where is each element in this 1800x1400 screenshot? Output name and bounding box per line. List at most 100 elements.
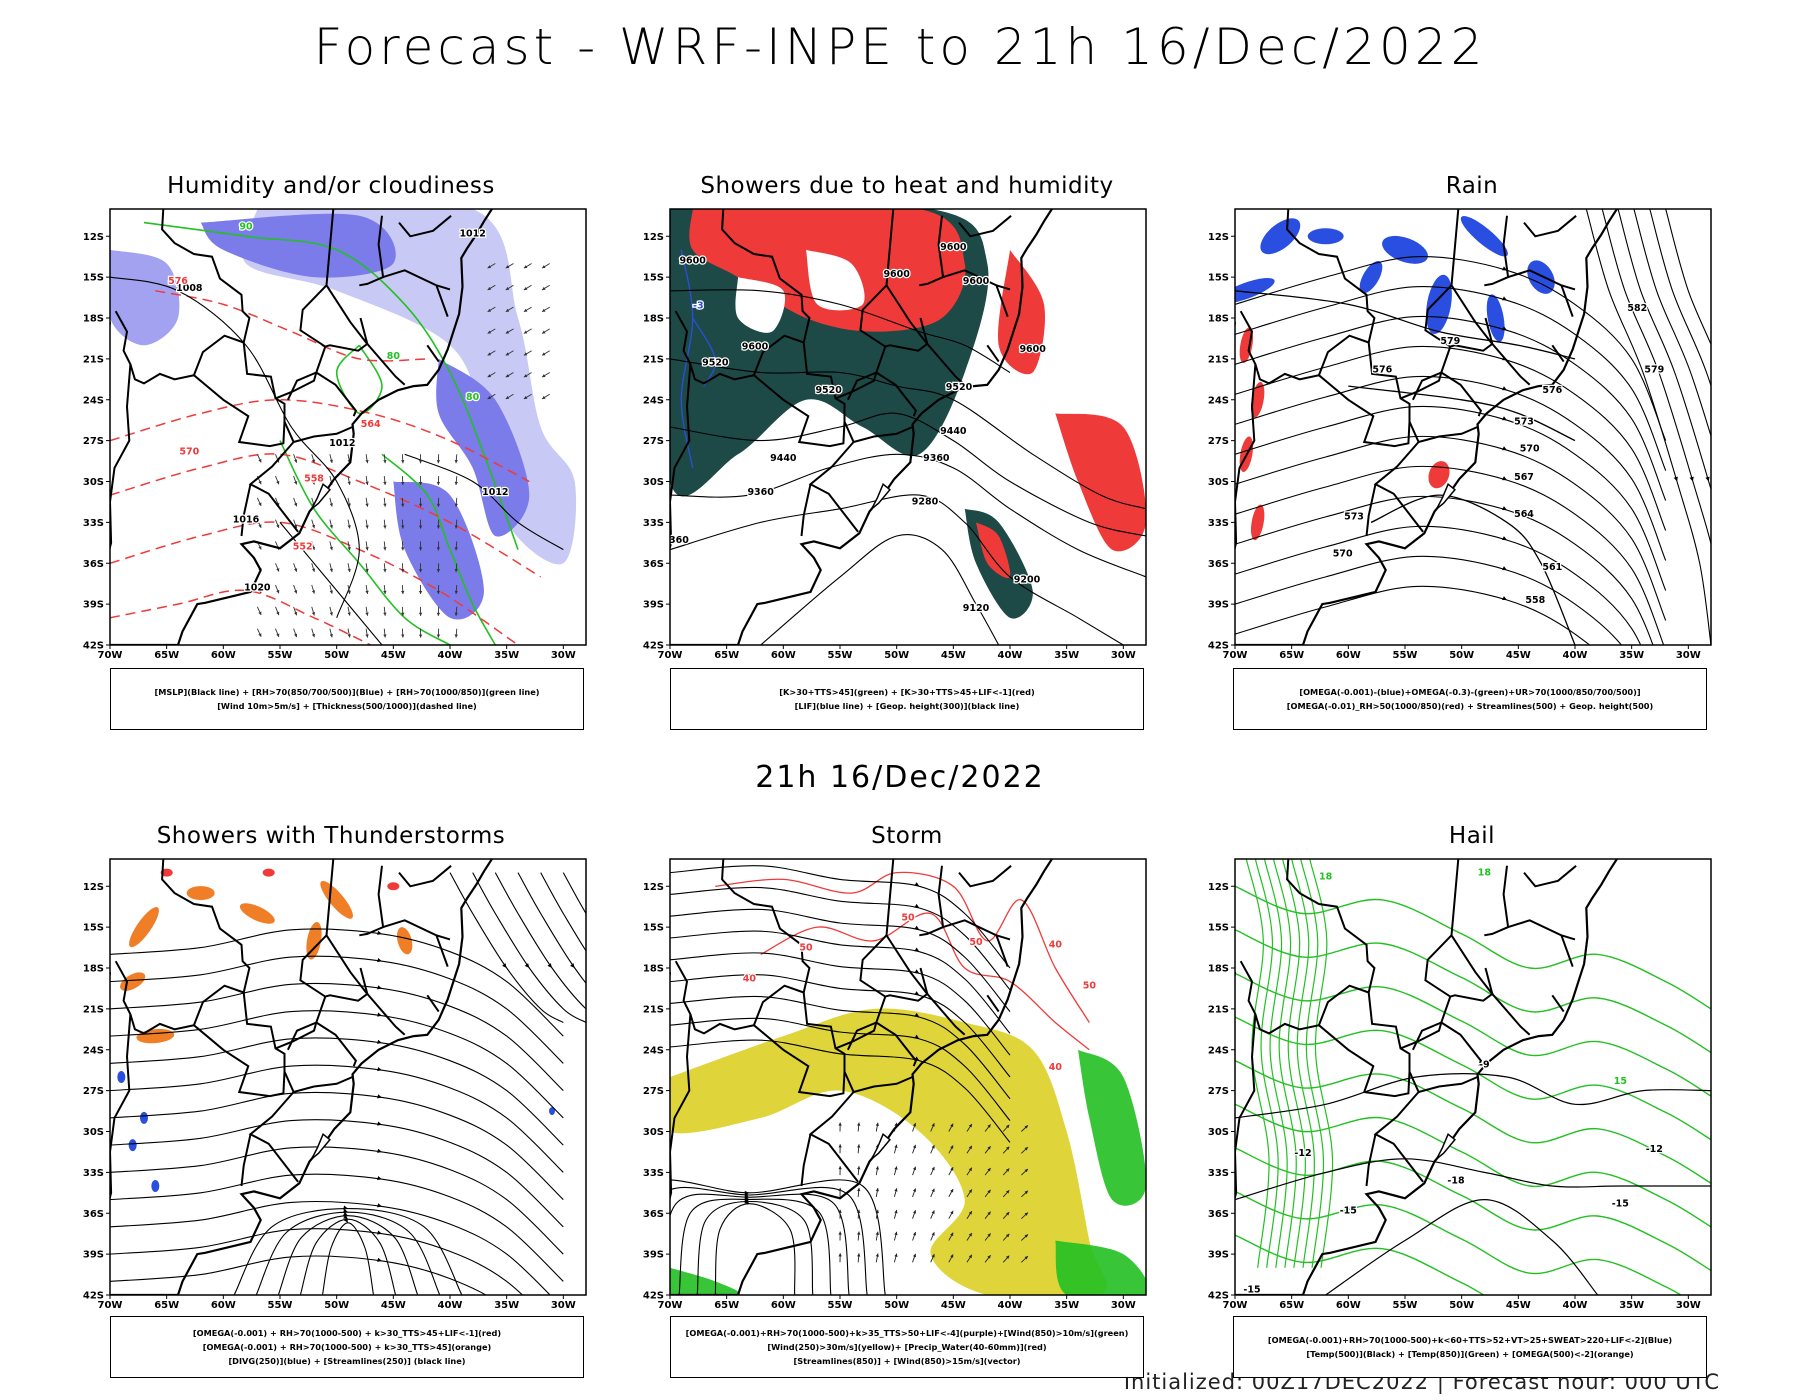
streamline [696,1200,814,1295]
lon-tick-label: 60W [771,650,796,661]
wind-vector-head [894,1166,898,1170]
lat-tick-label: 30S [643,477,664,488]
political-border [1551,994,1565,1013]
streamline [1235,435,1667,621]
streamline-arrow [914,991,920,996]
political-border [1450,967,1494,1002]
lat-tick-label: 30S [83,477,104,488]
lat-tick-label: 21S [83,1004,104,1015]
lat-tick-label: 30S [1208,477,1229,488]
lat-tick-label: 33S [1208,518,1229,529]
streamline [670,952,1011,1056]
lat-tick-label: 27S [1208,436,1229,447]
wind-vector-head [258,458,262,463]
isobar [404,453,564,551]
political-border [1318,992,1411,1098]
wind-vector-head [987,1233,991,1237]
wind-vector-head [1005,1212,1010,1216]
streamline [678,1198,832,1295]
wind-vector-head [258,611,262,615]
wind-vector-head [505,374,510,378]
lon-tick-label: 60W [211,1300,236,1311]
wind-vector-head [365,547,369,551]
wind-vector-head [931,1166,935,1171]
lagoon [871,1132,891,1160]
streamline [110,1146,564,1255]
streamline-arrow [377,1148,382,1153]
map-frame [109,858,587,1296]
streamline-arrow [914,1034,920,1039]
wind-vector-head [347,612,351,616]
wind-vector-head [418,503,423,507]
wind-vector-head [950,1189,954,1193]
wind-vector-head [258,633,262,637]
wind-vector-head [857,1209,861,1213]
streamline-arrow [377,985,382,990]
lon-tick-label: 60W [1336,650,1361,661]
wind-vector-head [347,525,351,529]
contour-label: 1012 [329,438,355,449]
streamline-arrow [343,1208,348,1213]
streamline [1665,209,1711,346]
contour-label: 9520 [815,385,842,396]
wind-vector-head [912,1144,917,1149]
wind-vector-head [329,546,333,551]
streamline [562,872,586,915]
lat-tick-label: 30S [643,1127,664,1138]
wind-vector-head [383,612,387,616]
political-border [1450,317,1494,352]
orange-storm-area [306,921,322,960]
lat-tick-label: 15S [1208,273,1229,284]
wind-vector-head [347,590,351,594]
lon-tick-label: 40W [1563,1300,1588,1311]
political-border [240,483,252,537]
streamline-arrow [1502,266,1507,271]
wind-vector-head [912,1123,917,1127]
political-border [1235,364,1257,552]
streamline-arrow [524,963,530,968]
legend-line: [OMEGA(-0.001)+RH>70(1000-500)+k<60+TTS>… [1267,1335,1673,1345]
political-border [359,865,385,937]
wind-vector-head [365,590,369,594]
contour-label: 570 [1333,548,1353,559]
streamline [1235,555,1623,645]
contour-label: 9600 [679,256,706,267]
political-border [875,371,918,417]
contour-label: 561 [1542,562,1562,573]
contour-label: -3 [693,300,704,311]
political-border [1365,483,1377,537]
wind-vector-head [968,1145,972,1150]
wind-vector-head [418,481,423,486]
temp850-contour [1309,859,1334,1268]
lat-tick-label: 12S [83,882,104,893]
lon-tick-label: 60W [771,1300,796,1311]
wind-vector-head [894,1231,898,1236]
wind-vector-head [401,547,405,551]
streamline-arrow [377,1257,382,1262]
contour-label: 9520 [946,382,973,393]
contour-label: 80 [466,392,480,403]
streamline-arrow [1502,536,1507,541]
coastline [110,859,493,1295]
political-border [670,1014,692,1202]
contour-label: -15 [1612,1198,1629,1209]
lat-tick-label: 18S [643,314,664,325]
political-border [1318,342,1411,448]
lon-tick-label: 40W [998,650,1023,661]
contour-label: 9440 [940,426,967,437]
wind-vector-head [487,330,492,334]
wind-vector-head [311,524,316,529]
lat-tick-label: 42S [643,1291,664,1302]
wind-vector-head [1024,1212,1028,1216]
divg-blue-area [549,1107,555,1116]
wind-vector-head [418,525,423,529]
lat-tick-label: 36S [643,1209,664,1220]
streamline-arrow [343,1214,348,1220]
wind-vector-head [418,634,423,638]
temp500-contour [1325,1198,1599,1295]
lon-tick-label: 50W [324,650,349,661]
jet-yellow-area [670,1008,1107,1295]
streamline-arrow [377,930,382,935]
lon-tick-label: 40W [1563,650,1588,661]
lon-tick-label: 50W [1449,1300,1474,1311]
